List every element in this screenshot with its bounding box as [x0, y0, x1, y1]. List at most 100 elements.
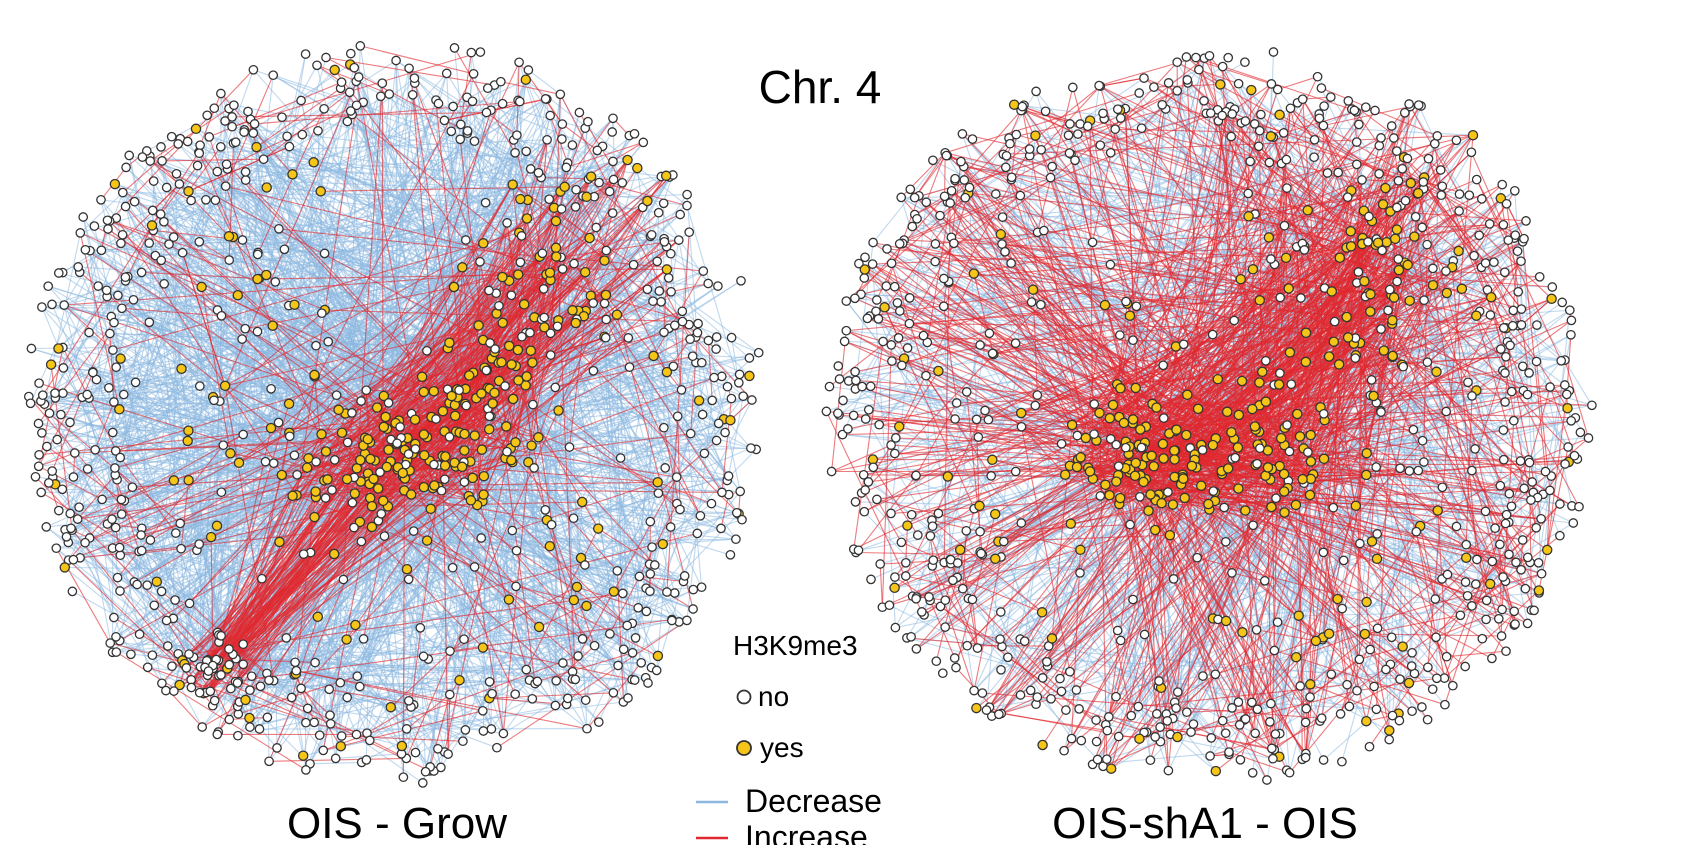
node-h3k9me3-no — [173, 139, 184, 149]
node-h3k9me3-no — [408, 526, 419, 536]
network-edge — [728, 396, 744, 477]
network-edge — [232, 415, 456, 655]
network-edge — [690, 332, 699, 434]
node-h3k9me3-no — [391, 55, 401, 66]
network-edge — [1069, 123, 1285, 227]
network-edge — [40, 491, 140, 552]
network-edge — [149, 108, 230, 162]
node-h3k9me3-no — [666, 286, 676, 297]
node-h3k9me3-no — [145, 535, 156, 545]
node-h3k9me3-yes — [429, 480, 440, 491]
node-h3k9me3-no — [682, 189, 692, 200]
node-h3k9me3-no — [467, 96, 478, 107]
network-edge — [162, 158, 264, 162]
node-h3k9me3-no — [711, 435, 722, 446]
node-h3k9me3-yes — [657, 538, 669, 550]
node-h3k9me3-yes — [478, 470, 490, 482]
node-h3k9me3-no — [240, 167, 251, 177]
node-h3k9me3-no — [615, 453, 626, 463]
node-h3k9me3-no — [311, 456, 321, 467]
node-h3k9me3-yes — [366, 521, 378, 533]
network-edge — [422, 437, 539, 784]
node-h3k9me3-yes — [312, 611, 324, 623]
network-edge — [180, 480, 190, 549]
node-h3k9me3-no — [186, 682, 197, 693]
node-h3k9me3-no — [608, 687, 619, 698]
node-h3k9me3-yes — [459, 428, 470, 440]
network-edge — [444, 337, 629, 480]
node-h3k9me3-no — [731, 507, 742, 518]
node-h3k9me3-yes — [261, 269, 272, 281]
node-h3k9me3-no — [216, 670, 226, 680]
node-h3k9me3-no — [673, 235, 684, 245]
node-h3k9me3-no — [69, 448, 80, 458]
network-edge — [167, 53, 307, 647]
node-h3k9me3-yes — [503, 594, 515, 605]
network-edge — [1435, 608, 1503, 638]
node-h3k9me3-no — [484, 676, 495, 687]
node-h3k9me3-no — [608, 156, 618, 167]
node-h3k9me3-yes — [362, 433, 374, 445]
node-h3k9me3-no — [156, 255, 167, 266]
node-h3k9me3-no — [656, 296, 666, 307]
node-h3k9me3-no — [319, 103, 329, 114]
node-h3k9me3-no — [266, 383, 276, 394]
node-h3k9me3-no — [345, 106, 356, 116]
network-edge — [500, 81, 561, 95]
node-h3k9me3-no — [645, 586, 655, 597]
node-h3k9me3-no — [203, 666, 214, 676]
node-h3k9me3-yes — [444, 337, 455, 348]
node-h3k9me3-no — [342, 437, 353, 448]
node-h3k9me3-yes — [315, 186, 326, 197]
node-h3k9me3-no — [126, 649, 136, 660]
node-h3k9me3-yes — [329, 64, 340, 76]
node-h3k9me3-no — [90, 444, 101, 455]
network-edge — [472, 477, 531, 681]
node-h3k9me3-yes — [544, 267, 556, 278]
network-edge — [28, 396, 181, 524]
node-h3k9me3-no — [698, 266, 709, 276]
node-h3k9me3-no — [96, 245, 107, 256]
node-h3k9me3-no — [157, 678, 167, 689]
node-h3k9me3-no — [623, 693, 633, 703]
node-h3k9me3-yes — [652, 650, 664, 662]
node-h3k9me3-no — [51, 543, 62, 554]
node-h3k9me3-no — [184, 598, 195, 609]
node-h3k9me3-yes — [439, 460, 451, 471]
node-h3k9me3-no — [354, 681, 365, 692]
network-edge — [555, 355, 693, 388]
node-h3k9me3-no — [289, 450, 300, 461]
node-h3k9me3-yes — [648, 350, 659, 362]
node-h3k9me3-no — [120, 201, 131, 212]
node-h3k9me3-no — [325, 718, 336, 729]
node-h3k9me3-no — [737, 514, 747, 525]
network-edge — [288, 261, 481, 434]
network-edge — [120, 548, 182, 556]
node-h3k9me3-no — [646, 229, 657, 240]
network-edge — [152, 229, 624, 594]
network-edge — [879, 563, 883, 608]
node-h3k9me3-yes — [744, 370, 755, 382]
node-h3k9me3-no — [105, 328, 115, 339]
node-h3k9me3-no — [375, 467, 385, 478]
network-edge — [676, 476, 701, 517]
node-h3k9me3-no — [487, 688, 497, 699]
node-h3k9me3-no — [448, 101, 458, 112]
network-edge — [597, 528, 656, 566]
node-h3k9me3-no — [659, 422, 669, 433]
node-h3k9me3-no — [264, 756, 274, 767]
node-h3k9me3-no — [272, 743, 282, 753]
node-h3k9me3-yes — [487, 398, 498, 409]
node-h3k9me3-no — [216, 487, 227, 498]
node-h3k9me3-yes — [183, 186, 194, 197]
network-edge — [69, 65, 318, 514]
node-h3k9me3-no — [647, 542, 657, 552]
node-h3k9me3-no — [682, 200, 692, 211]
network-edge — [577, 476, 678, 657]
node-h3k9me3-no — [65, 508, 76, 519]
node-h3k9me3-no — [42, 441, 52, 452]
node-h3k9me3-no — [349, 522, 359, 533]
node-h3k9me3-no — [82, 464, 93, 474]
node-h3k9me3-yes — [523, 456, 534, 468]
node-h3k9me3-no — [237, 235, 248, 245]
